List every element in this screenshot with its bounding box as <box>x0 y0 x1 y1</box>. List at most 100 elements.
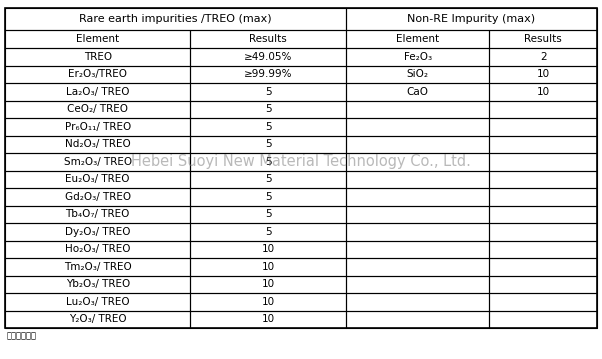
Bar <box>5 65 190 83</box>
Bar <box>5 293 190 311</box>
Bar <box>5 118 190 135</box>
Bar <box>5 30 190 48</box>
Bar <box>346 135 489 153</box>
Text: 5: 5 <box>265 174 272 184</box>
Text: CaO: CaO <box>406 87 429 97</box>
Bar <box>489 258 597 275</box>
Bar <box>489 83 597 101</box>
Bar <box>5 275 190 293</box>
Bar <box>489 101 597 118</box>
Bar <box>346 65 489 83</box>
Bar <box>489 65 597 83</box>
Bar <box>190 48 346 65</box>
Text: Nd₂O₃/ TREO: Nd₂O₃/ TREO <box>65 139 131 149</box>
Text: Hebei Suoyi New Material Technology Co., Ltd.: Hebei Suoyi New Material Technology Co.,… <box>131 154 471 169</box>
Text: Sm₂O₃/ TREO: Sm₂O₃/ TREO <box>64 157 132 167</box>
Bar <box>489 223 597 241</box>
Text: Results: Results <box>249 34 287 44</box>
Text: La₂O₃/ TREO: La₂O₃/ TREO <box>66 87 129 97</box>
Text: 10: 10 <box>261 297 275 307</box>
Bar <box>190 293 346 311</box>
Bar <box>5 258 190 275</box>
Bar <box>346 258 489 275</box>
Text: Results: Results <box>524 34 562 44</box>
Bar <box>190 258 346 275</box>
Text: 5: 5 <box>265 192 272 202</box>
Bar <box>190 311 346 328</box>
Text: 2: 2 <box>540 52 547 62</box>
Bar <box>346 118 489 135</box>
Text: Element: Element <box>76 34 119 44</box>
Text: Lu₂O₃/ TREO: Lu₂O₃/ TREO <box>66 297 129 307</box>
Text: CeO₂/ TREO: CeO₂/ TREO <box>67 104 128 114</box>
Text: 10: 10 <box>261 244 275 254</box>
Bar <box>5 135 190 153</box>
Bar <box>489 311 597 328</box>
Bar <box>5 8 597 328</box>
Bar <box>489 30 597 48</box>
Bar <box>346 101 489 118</box>
Bar <box>190 171 346 188</box>
Text: ≥49.05%: ≥49.05% <box>244 52 293 62</box>
Bar <box>489 171 597 188</box>
Text: 5: 5 <box>265 139 272 149</box>
Text: 5: 5 <box>265 157 272 167</box>
Bar <box>346 311 489 328</box>
Bar <box>346 48 489 65</box>
Text: 10: 10 <box>261 279 275 289</box>
Bar <box>346 205 489 223</box>
Bar <box>5 8 346 30</box>
Bar <box>346 188 489 205</box>
Text: Tm₂O₃/ TREO: Tm₂O₃/ TREO <box>64 262 132 272</box>
Bar <box>346 171 489 188</box>
Bar <box>489 275 597 293</box>
Text: Er₂O₃/TREO: Er₂O₃/TREO <box>68 69 127 79</box>
Bar <box>190 153 346 171</box>
Bar <box>5 205 190 223</box>
Bar <box>5 223 190 241</box>
Text: Fe₂O₃: Fe₂O₃ <box>403 52 432 62</box>
Text: 5: 5 <box>265 209 272 219</box>
Text: ≥99.99%: ≥99.99% <box>244 69 293 79</box>
Text: 单位（比较）: 单位（比较） <box>7 331 37 340</box>
Bar <box>5 101 190 118</box>
Bar <box>5 153 190 171</box>
Bar <box>190 65 346 83</box>
Text: 10: 10 <box>536 87 550 97</box>
Text: TREO: TREO <box>84 52 112 62</box>
Text: 5: 5 <box>265 227 272 237</box>
Bar <box>489 241 597 258</box>
Bar <box>190 223 346 241</box>
Text: Pr₆O₁₁/ TREO: Pr₆O₁₁/ TREO <box>64 122 131 132</box>
Bar <box>190 188 346 205</box>
Text: 10: 10 <box>536 69 550 79</box>
Bar <box>5 171 190 188</box>
Text: Eu₂O₃/ TREO: Eu₂O₃/ TREO <box>66 174 130 184</box>
Bar <box>190 241 346 258</box>
Bar <box>346 30 489 48</box>
Bar <box>190 83 346 101</box>
Bar <box>190 101 346 118</box>
Bar <box>489 205 597 223</box>
Text: Yb₂O₃/ TREO: Yb₂O₃/ TREO <box>66 279 130 289</box>
Bar <box>190 30 346 48</box>
Bar <box>190 118 346 135</box>
Bar <box>346 8 597 30</box>
Bar <box>5 311 190 328</box>
Text: 5: 5 <box>265 104 272 114</box>
Text: 10: 10 <box>261 314 275 324</box>
Text: Tb₄O₇/ TREO: Tb₄O₇/ TREO <box>66 209 130 219</box>
Bar <box>346 241 489 258</box>
Bar <box>489 118 597 135</box>
Text: Rare earth impurities /TREO (max): Rare earth impurities /TREO (max) <box>79 14 272 24</box>
Bar <box>346 153 489 171</box>
Text: Element: Element <box>396 34 439 44</box>
Bar <box>346 83 489 101</box>
Bar <box>5 188 190 205</box>
Bar <box>489 135 597 153</box>
Bar <box>190 205 346 223</box>
Text: Gd₂O₃/ TREO: Gd₂O₃/ TREO <box>64 192 131 202</box>
Text: 5: 5 <box>265 122 272 132</box>
Bar <box>489 48 597 65</box>
Text: Non-RE Impurity (max): Non-RE Impurity (max) <box>408 14 536 24</box>
